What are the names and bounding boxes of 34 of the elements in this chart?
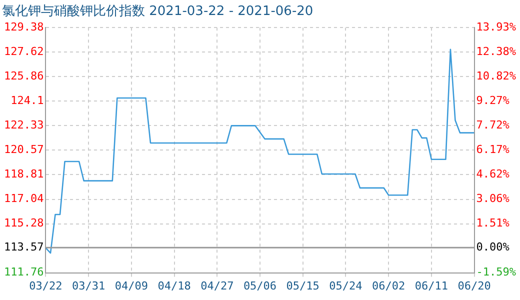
- x-tick-label: 05/24: [329, 279, 363, 292]
- y2-tick-label: 1.51%: [476, 216, 510, 230]
- y-tick-label: 129.38: [4, 20, 44, 34]
- x-tick-label: 04/18: [158, 279, 191, 292]
- y2-tick-label: 10.82%: [476, 70, 516, 83]
- y2-tick-label: 13.93%: [476, 20, 516, 34]
- y2-tick-label: 9.27%: [476, 94, 510, 108]
- y-tick-label: 124.1: [10, 94, 44, 107]
- x-tick-label: 06/11: [414, 279, 448, 292]
- y2-tick-label: 3.06%: [476, 192, 510, 206]
- y-tick-label: 120.57: [4, 143, 44, 156]
- y-tick-label: 125.86: [4, 69, 44, 82]
- x-tick-label: 04/27: [200, 279, 234, 292]
- y-tick-label: 127.62: [4, 44, 44, 58]
- y2-tick-label: 6.17%: [476, 143, 510, 156]
- x-tick-label: 05/06: [243, 279, 277, 292]
- x-tick-label: 03/31: [72, 279, 106, 292]
- y-tick-label: 113.57: [4, 240, 44, 254]
- x-tick-label: 05/15: [286, 279, 320, 292]
- chart-title: 氯化钾与硝酸钾比价指数 2021-03-22 - 2021-06-20: [2, 4, 314, 20]
- x-tick-label: 04/09: [114, 279, 148, 292]
- x-tick-label: 06/02: [372, 279, 406, 292]
- y-tick-label: 117.04: [4, 192, 44, 206]
- y2-tick-label: 7.72%: [476, 118, 510, 132]
- y-tick-label: 118.81: [4, 168, 44, 181]
- y-tick-label: 111.76: [4, 266, 44, 279]
- y-tick-label: 115.28: [4, 216, 44, 230]
- y2-tick-label: 4.62%: [476, 168, 510, 181]
- x-tick-label: 06/20: [458, 279, 491, 292]
- y2-tick-label: 0.00%: [476, 240, 510, 254]
- y2-tick-label: 12.38%: [476, 44, 516, 58]
- x-tick-label: 03/22: [29, 279, 62, 292]
- y-tick-label: 122.33: [4, 118, 44, 132]
- y2-tick-label: -1.59%: [476, 266, 516, 279]
